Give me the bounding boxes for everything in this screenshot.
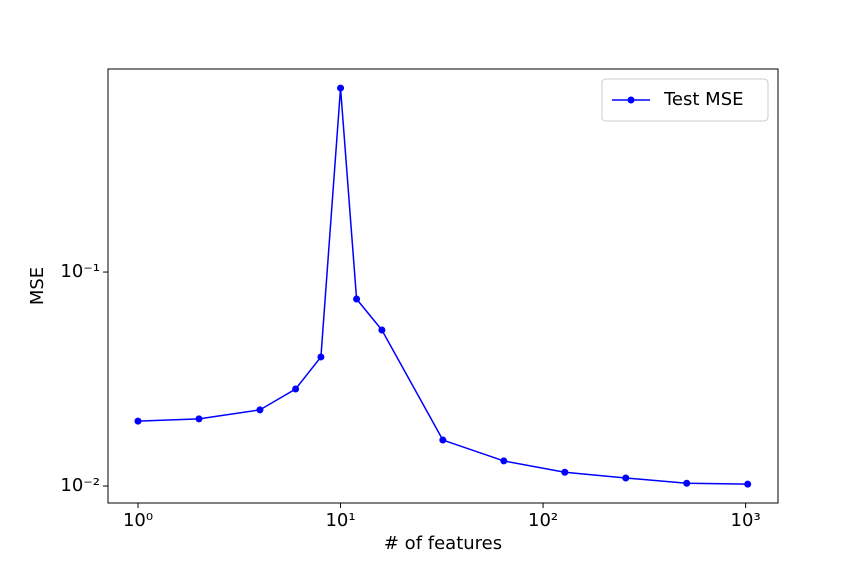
- point: [134, 417, 142, 425]
- point: [337, 84, 345, 92]
- legend: Test MSE: [601, 78, 769, 122]
- point: [683, 479, 691, 487]
- y-tick-label: 10⁻¹: [60, 261, 100, 282]
- point: [500, 457, 508, 465]
- point: [317, 353, 325, 361]
- y-axis-label: MSE: [27, 267, 48, 305]
- point: [353, 295, 361, 303]
- legend-label: Test MSE: [663, 89, 744, 110]
- x-tick-label: 10⁰: [123, 510, 153, 531]
- point: [256, 406, 264, 414]
- plot-frame: [107, 68, 779, 504]
- x-axis-label: # of features: [384, 533, 502, 554]
- legend-box: [601, 78, 769, 122]
- point: [378, 326, 386, 334]
- x-tick-label: 10¹: [325, 510, 355, 531]
- x-tick-label: 10²: [528, 510, 558, 531]
- point: [561, 468, 569, 476]
- point: [622, 474, 630, 482]
- y-tick-label: 10⁻²: [60, 475, 100, 496]
- point: [292, 385, 300, 393]
- point: [195, 415, 203, 423]
- x-tick-label: 10³: [731, 510, 761, 531]
- point: [744, 480, 752, 488]
- series-line: [137, 88, 748, 485]
- legend-marker: [627, 96, 635, 104]
- point: [439, 436, 447, 444]
